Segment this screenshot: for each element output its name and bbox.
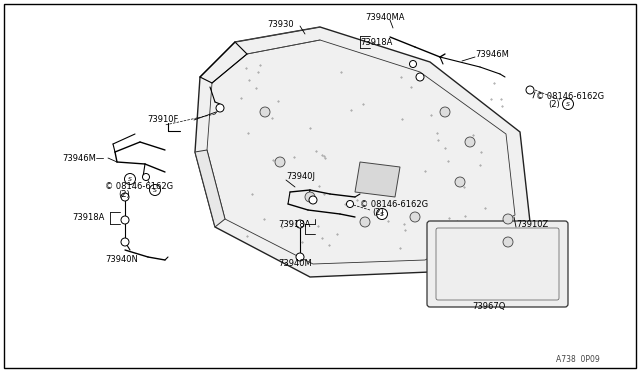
Circle shape [455, 177, 465, 187]
Circle shape [260, 107, 270, 117]
Circle shape [121, 193, 129, 201]
Text: © 08146-6162G: © 08146-6162G [105, 182, 173, 190]
Text: (2): (2) [118, 189, 130, 199]
Circle shape [526, 86, 534, 94]
Text: 73940J: 73940J [286, 171, 315, 180]
Text: 73918A: 73918A [360, 38, 392, 46]
Circle shape [305, 192, 315, 202]
Circle shape [150, 185, 161, 196]
Circle shape [346, 201, 353, 208]
Text: 73946M—: 73946M— [62, 154, 104, 163]
FancyBboxPatch shape [4, 4, 636, 368]
Circle shape [410, 212, 420, 222]
Text: 73946M: 73946M [475, 49, 509, 58]
Text: © 08146-6162G: © 08146-6162G [536, 92, 604, 100]
Circle shape [275, 157, 285, 167]
Circle shape [360, 217, 370, 227]
Text: A738  0P09: A738 0P09 [556, 356, 600, 365]
Text: 73940MA: 73940MA [365, 13, 404, 22]
Circle shape [125, 173, 136, 185]
Text: 73967Q: 73967Q [472, 302, 506, 311]
Text: S: S [128, 176, 132, 182]
Circle shape [563, 99, 573, 109]
Text: (2): (2) [548, 99, 560, 109]
Polygon shape [195, 27, 530, 277]
Text: (2): (2) [372, 208, 384, 217]
Polygon shape [355, 162, 400, 197]
Text: © 08146-6162G: © 08146-6162G [360, 199, 428, 208]
Circle shape [121, 238, 129, 246]
Circle shape [416, 73, 424, 81]
Circle shape [440, 107, 450, 117]
Text: 73940M: 73940M [278, 260, 312, 269]
Text: 73918A: 73918A [278, 219, 310, 228]
Circle shape [143, 173, 150, 180]
Text: 73940N: 73940N [105, 256, 138, 264]
Text: S: S [566, 102, 570, 106]
Text: S: S [380, 212, 384, 217]
Polygon shape [195, 150, 225, 227]
Text: 73910Z: 73910Z [516, 219, 548, 228]
Circle shape [309, 196, 317, 204]
Circle shape [503, 214, 513, 224]
Text: S: S [153, 187, 157, 192]
Circle shape [296, 253, 304, 261]
Text: 73918A: 73918A [72, 212, 104, 221]
Circle shape [410, 61, 417, 67]
Text: 73910F: 73910F [147, 115, 179, 124]
Text: 73930: 73930 [267, 19, 294, 29]
Circle shape [216, 104, 224, 112]
FancyBboxPatch shape [427, 221, 568, 307]
Circle shape [465, 137, 475, 147]
Circle shape [296, 220, 304, 228]
Circle shape [376, 208, 387, 219]
Circle shape [121, 216, 129, 224]
Circle shape [503, 237, 513, 247]
